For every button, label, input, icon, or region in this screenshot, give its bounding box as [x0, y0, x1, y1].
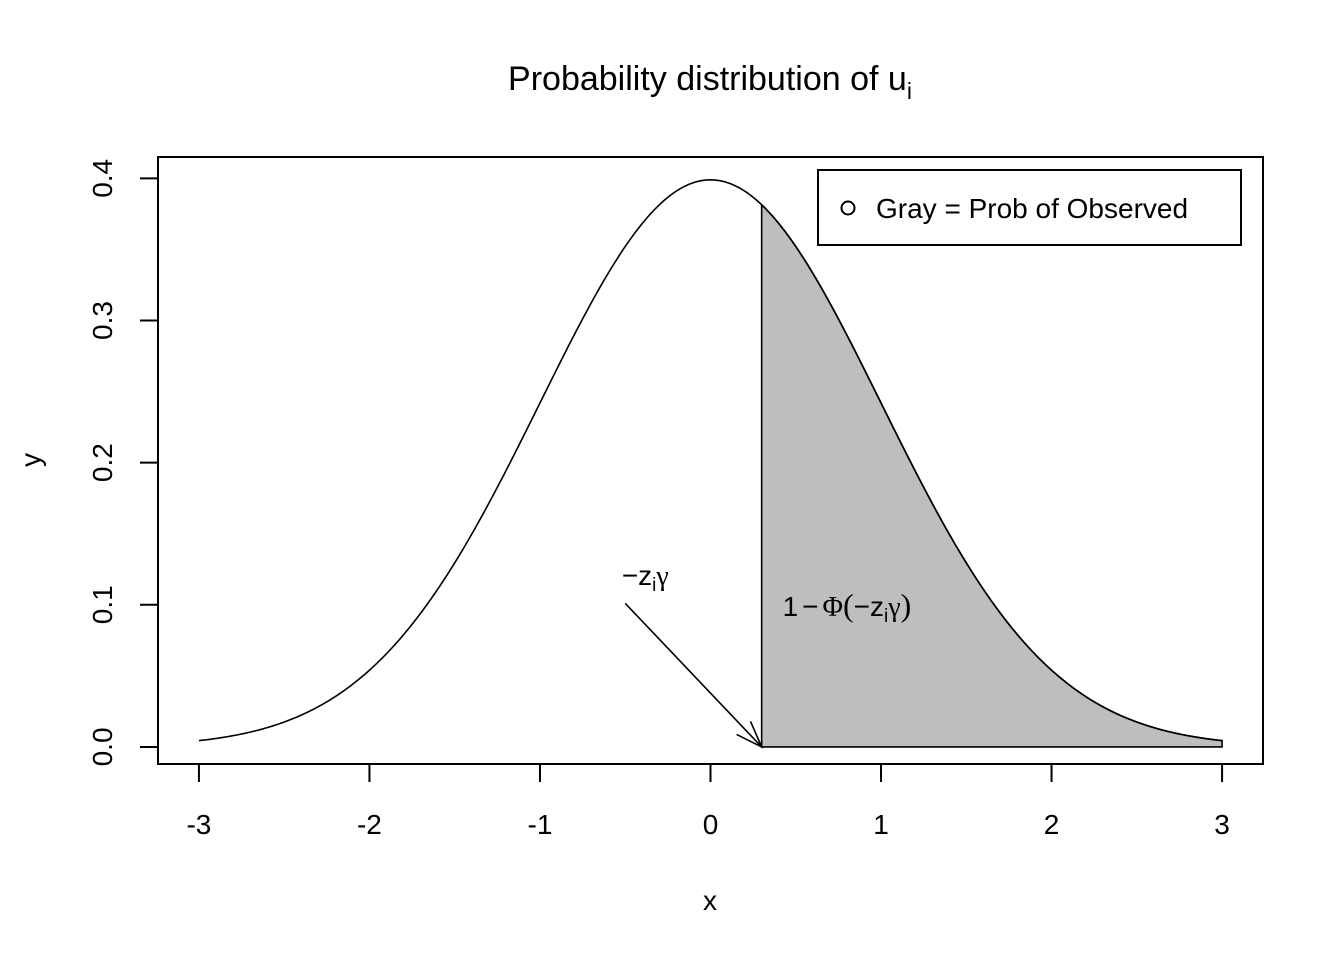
x-tick-label: 3	[1214, 809, 1230, 840]
threshold-arrowhead	[736, 720, 764, 749]
x-tick-label: 2	[1044, 809, 1060, 840]
threshold-label-minus: −	[622, 560, 638, 591]
y-tick-label: 0.0	[87, 727, 118, 766]
area-label-minus2: −	[854, 591, 870, 622]
density-curve-layer	[198, 179, 1223, 742]
shaded-region-layer	[760, 202, 1223, 748]
legend-box	[817, 169, 1242, 246]
annotations: −ziγ 1− Φ(−ziγ)	[622, 560, 912, 749]
threshold-label-gamma: γ	[655, 561, 668, 592]
threshold-label-z: z	[638, 560, 652, 591]
y-tick-label: 0.1	[87, 585, 118, 624]
chart-title-subscript: i	[907, 78, 912, 104]
y-tick-label: 0.4	[87, 159, 118, 198]
y-axis-label: y	[15, 453, 46, 467]
plot-frame	[157, 156, 1264, 765]
x-tick-label: -3	[186, 809, 211, 840]
area-label-sub: i	[884, 606, 888, 627]
x-axis: -3 -2 -1 0 1 2 3	[186, 763, 1230, 840]
legend: Gray = Prob of Observed	[817, 169, 1242, 246]
x-axis-label: x	[703, 885, 717, 916]
area-label-minus: −	[802, 591, 818, 622]
y-tick-label: 0.2	[87, 443, 118, 482]
legend-label: Gray = Prob of Observed	[876, 193, 1188, 224]
shaded-area	[760, 202, 1223, 748]
x-tick-label: 1	[873, 809, 889, 840]
x-tick-label: -1	[528, 809, 553, 840]
area-label-one: 1	[783, 591, 799, 622]
area-label-z: z	[870, 591, 884, 622]
threshold-label-sub: i	[652, 575, 656, 596]
area-label-close: )	[901, 587, 912, 623]
density-curve	[198, 179, 1223, 742]
x-tick-label: 0	[703, 809, 719, 840]
threshold-label: −ziγ	[622, 560, 669, 596]
area-label: 1− Φ(−ziγ)	[783, 587, 912, 627]
chart-title: Probability distribution of ui	[508, 60, 912, 104]
area-label-gamma: γ	[887, 592, 900, 623]
y-axis: 0.0 0.1 0.2 0.3 0.4	[87, 159, 159, 766]
y-tick-label: 0.3	[87, 301, 118, 340]
x-tick-label: -2	[357, 809, 382, 840]
area-label-open: (	[843, 587, 854, 623]
legend-marker	[840, 200, 856, 216]
area-label-phi: Φ	[823, 592, 843, 623]
threshold-arrow	[624, 602, 763, 748]
